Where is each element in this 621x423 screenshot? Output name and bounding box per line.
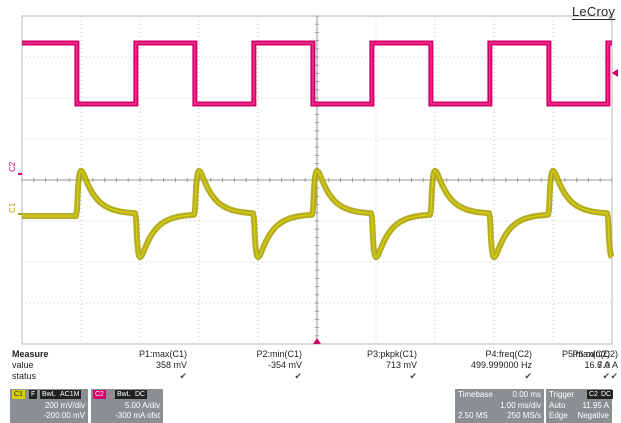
param-value: -354 mV [267, 360, 302, 370]
c2-trace-label: C2 [8, 161, 17, 172]
param-value: 16.6 A [584, 360, 610, 370]
status-check-icon: ✔ [409, 371, 417, 381]
param-name[interactable]: P4:freq(C2) [485, 349, 532, 359]
timebase-scale: 1.00 ms/div [500, 401, 541, 410]
param-value: 713 mV [385, 360, 417, 370]
status-check-icon: ✔ [179, 371, 187, 381]
status-row-label: status [12, 371, 37, 381]
c2-scale: 5.00 A/div [124, 401, 160, 410]
c2-tag: C2 [93, 390, 106, 399]
trigger-level: 11.95 A [582, 401, 609, 410]
status-check-icon: ✔ [610, 371, 618, 381]
c2-coupling-badge: DC [133, 390, 148, 399]
c1-bwl-badge: BwL [40, 390, 58, 399]
timebase-delay: 0.00 ms [512, 390, 541, 399]
measure-title: Measure [12, 349, 49, 359]
c1-filter-badge: F [29, 390, 38, 399]
value-row-label: value [12, 360, 34, 370]
trigger-label: Trigger [549, 390, 575, 399]
timebase-label: Timebase [458, 390, 493, 399]
c1-coupling-badge: AC1M [58, 390, 82, 399]
c1-trace-label: C1 [8, 202, 17, 213]
brand-logo: LeCroy [572, 4, 616, 20]
status-check-icon: ✔ [294, 371, 302, 381]
param-value: 358 mV [155, 360, 187, 370]
trigger-time-marker [313, 338, 321, 344]
param-name[interactable]: P3:pkpk(C1) [366, 349, 417, 359]
trigger-type: Edge [549, 411, 568, 420]
timebase-rate: 250 MS/s [507, 411, 541, 420]
c1-descriptor-box[interactable]: C1 F BwL AC1M 200 mV/div -200.00 mV [10, 389, 88, 423]
trigger-coupling-badge: DC [599, 390, 614, 399]
c1-trace-highlight [22, 170, 613, 258]
trigger-level-marker [612, 69, 618, 77]
trigger-mode: Auto [549, 401, 566, 410]
waveform-display[interactable] [0, 0, 621, 348]
trigger-channel-badge: C2 [587, 390, 600, 399]
status-check-icon: ✔ [602, 371, 610, 381]
c2-descriptor-box[interactable]: C2 BwL DC 5.00 A/div -300 mA ofst [91, 389, 163, 423]
param-value: 7.0 A [597, 360, 618, 370]
trigger-slope: Negative [577, 411, 609, 420]
c1-offset: -200.00 mV [43, 411, 85, 420]
c2-trace-highlight [22, 42, 612, 105]
c2-bwl-badge: BwL [115, 390, 133, 399]
timebase-descriptor-box[interactable]: Timebase 0.00 ms 1.00 ms/div 2.50 MS 250… [455, 389, 544, 423]
param-name[interactable]: P2:min(C1) [256, 349, 302, 359]
c1-scale: 200 mV/div [44, 401, 85, 410]
status-check-icon: ✔ [524, 371, 532, 381]
c1-tag: C1 [12, 390, 25, 399]
param-name[interactable]: P6:min(C2) [572, 349, 618, 359]
param-name[interactable]: P5:max(C2) [561, 349, 610, 359]
param-name[interactable]: P1:max(C1) [138, 349, 187, 359]
param-value: 499.999000 Hz [470, 360, 532, 370]
c2-offset: -300 mA ofst [115, 411, 160, 420]
trigger-descriptor-box[interactable]: Trigger C2 DC Auto 11.95 A Edge Negative [546, 389, 614, 423]
timebase-samples: 2.50 MS [458, 411, 488, 420]
